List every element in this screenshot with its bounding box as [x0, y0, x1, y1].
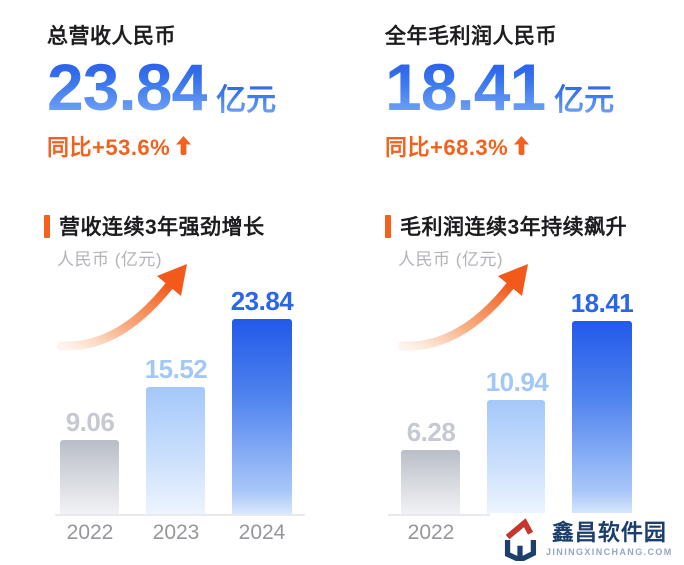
revenue-bar-2024: [232, 319, 292, 514]
up-arrow-icon: [176, 136, 192, 155]
revenue-value-2024: 23.84: [230, 286, 294, 316]
stat-gross-profit-unit: 亿元: [554, 75, 614, 119]
up-arrow-icon: [514, 136, 530, 155]
stat-gross-profit-value: 18.41: [385, 50, 546, 124]
orange-accent-bar: [385, 214, 391, 238]
stat-total-revenue-yoy-row: 同比+53.6%: [47, 130, 357, 162]
growth-swoosh-arrow-icon: [57, 264, 187, 351]
profit-value-2024: 18.41: [570, 288, 634, 318]
stat-total-revenue-yoy: 同比+53.6%: [47, 135, 171, 160]
stat-total-revenue-label: 总营收人民币: [47, 25, 176, 48]
revenue-value-2022: 9.06: [65, 407, 115, 437]
stat-gross-profit-label: 全年毛利润人民币: [385, 25, 557, 48]
growth-swoosh-arrow-icon: [398, 264, 528, 351]
profit-value-2022: 6.28: [406, 417, 456, 447]
stat-gross-profit-yoy-row: 同比+68.3%: [385, 130, 684, 162]
revenue-year-2022: 2022: [66, 521, 114, 544]
revenue-x-axis: [55, 514, 305, 516]
profit-bar-2023: [487, 400, 545, 514]
profit-bar-2022: [401, 450, 460, 514]
profit-value-2023: 10.94: [485, 367, 549, 397]
revenue-bar-2022: [60, 440, 119, 514]
watermark-domain: JININGXINCHANG.COM: [546, 547, 673, 558]
watermark-name: 鑫昌软件园: [551, 519, 667, 545]
stat-total-revenue-unit: 亿元: [216, 75, 276, 119]
stat-total-revenue: 总营收人民币 23.84 亿元 同比+53.6%: [47, 20, 357, 162]
orange-accent-bar: [44, 214, 50, 238]
watermark: 鑫昌软件园 JININGXINCHANG.COM: [490, 513, 684, 565]
profit-chart-unit-label: 人民币 (亿元): [398, 250, 504, 269]
revenue-year-2023: 2023: [152, 521, 200, 544]
revenue-chart-unit-label: 人民币 (亿元): [57, 250, 163, 269]
revenue-bar-2023: [146, 387, 205, 514]
profit-chart-title-row: 毛利润连续3年持续飙升: [385, 211, 627, 241]
revenue-value-2023: 15.52: [144, 354, 208, 384]
watermark-text: 鑫昌软件园 JININGXINCHANG.COM: [546, 519, 673, 558]
stat-total-revenue-value: 23.84: [47, 50, 208, 124]
stat-total-revenue-number-row: 23.84 亿元: [47, 54, 357, 120]
stat-gross-profit-number-row: 18.41 亿元: [385, 54, 684, 120]
stat-gross-profit: 全年毛利润人民币 18.41 亿元 同比+68.3%: [385, 20, 684, 162]
profit-chart-title: 毛利润连续3年持续飙升: [400, 216, 628, 239]
profit-bar-2024: [572, 321, 632, 514]
revenue-chart-title: 营收连续3年强劲增长: [59, 216, 265, 239]
revenue-chart-title-row: 营收连续3年强劲增长: [44, 211, 265, 241]
profit-year-2022: 2022: [407, 521, 455, 544]
revenue-year-2024: 2024: [238, 521, 286, 544]
stat-gross-profit-yoy: 同比+68.3%: [385, 135, 509, 160]
xinchang-cube-logo-icon: [504, 518, 537, 561]
